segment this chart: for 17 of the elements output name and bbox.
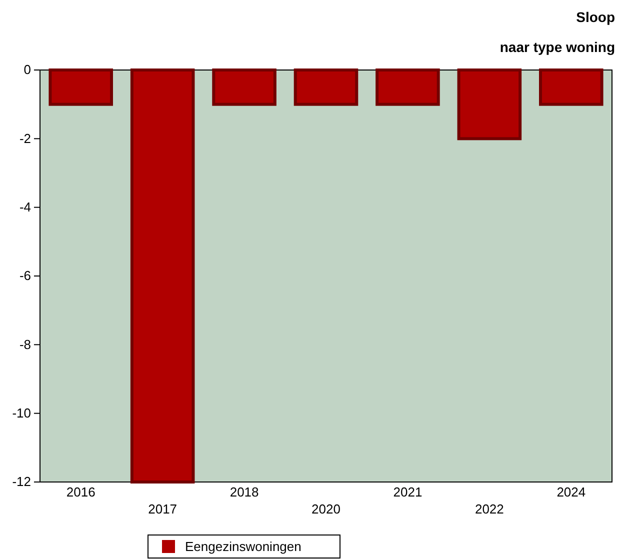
- x-tick-label: 2024: [556, 484, 586, 500]
- chart-subtitle: naar type woning: [500, 39, 615, 55]
- y-tick-label: -8: [19, 336, 31, 352]
- x-tick-label: 2017: [148, 502, 178, 517]
- y-tick-label: -2: [19, 130, 31, 146]
- legend-label: Eengezinswoningen: [185, 539, 302, 554]
- y-tick-label: -10: [12, 405, 31, 420]
- x-tick-label: 2022: [474, 502, 504, 517]
- x-tick-label: 2016: [66, 484, 96, 500]
- y-tick-label: 0: [24, 62, 31, 78]
- chart-title: Sloop: [576, 9, 615, 25]
- x-tick-label: 2020: [312, 502, 340, 517]
- y-tick-label: -6: [19, 268, 31, 284]
- x-tick-label: 2018: [230, 484, 259, 500]
- x-tick-label: 2021: [393, 484, 422, 500]
- y-tick-label: -12: [12, 474, 31, 490]
- y-tick-label: -4: [19, 199, 31, 214]
